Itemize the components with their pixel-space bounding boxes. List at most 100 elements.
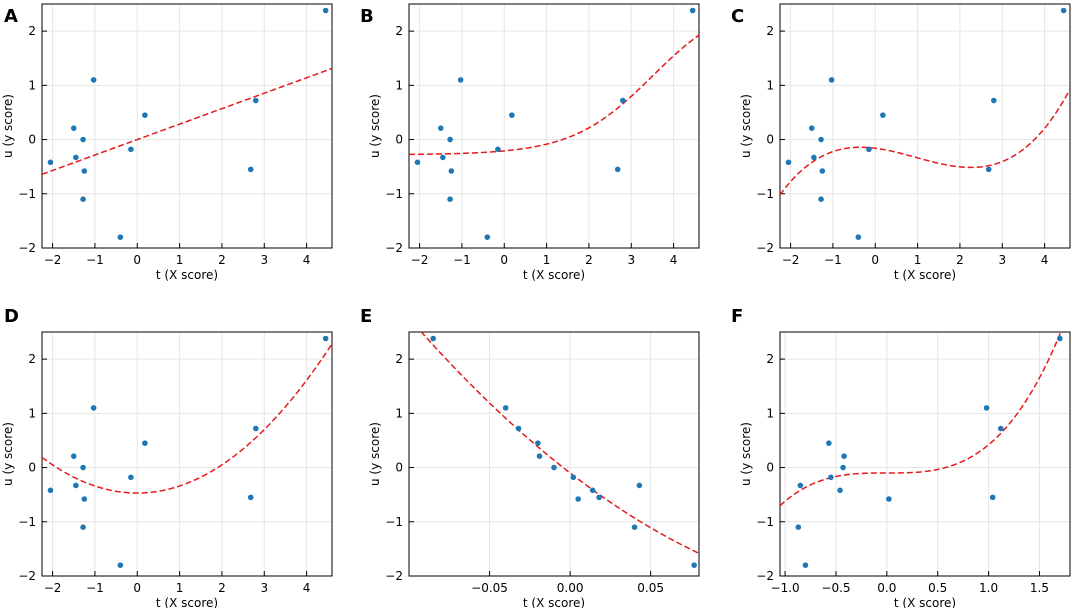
plot-frame <box>41 331 333 577</box>
data-point <box>117 562 124 568</box>
y-tick-label: 2 <box>28 352 36 366</box>
data-point <box>47 487 54 494</box>
panel-letter: C <box>731 6 744 27</box>
fit-curve <box>780 88 1070 196</box>
x-tick-label: −2 <box>782 253 800 267</box>
x-tick-label: 0 <box>133 253 141 267</box>
y-tick-label: 1 <box>28 406 36 420</box>
y-tick-label: 1 <box>766 406 774 420</box>
x-tick-label: −0.5 <box>821 581 850 595</box>
x-tick-label: −2 <box>44 253 62 267</box>
plot-frame <box>408 3 700 249</box>
fit-curve <box>420 332 699 554</box>
data-point <box>322 335 329 342</box>
x-axis-label: t (X score) <box>156 268 218 282</box>
data-point <box>575 496 581 502</box>
panel-e: −0.05 0.00 0.05 −2 −1 0 1 2 t (X score) u (y scor… <box>360 306 700 608</box>
y-tick-label: 1 <box>28 78 36 92</box>
data-point <box>785 159 792 166</box>
x-tick-label: −1 <box>86 253 104 267</box>
data-point <box>457 77 464 83</box>
plot-frame <box>41 3 333 249</box>
data-point <box>619 97 626 104</box>
data-point <box>841 453 847 459</box>
data-point <box>414 159 421 166</box>
panel-letter: E <box>360 306 372 327</box>
x-tick-label: 0.05 <box>637 581 664 595</box>
x-tick-label: 2 <box>956 253 964 267</box>
data-point <box>880 112 886 118</box>
y-tick-label: −2 <box>756 241 774 255</box>
x-tick-label: 2 <box>218 253 226 267</box>
data-point <box>90 405 97 411</box>
x-tick-label: 4 <box>670 253 678 267</box>
data-point <box>70 453 77 459</box>
data-point <box>252 97 259 104</box>
fit-curve <box>780 332 1062 507</box>
y-tick-label: −2 <box>385 569 403 583</box>
y-axis-label: u (y score) <box>739 94 753 158</box>
fit-curve <box>42 343 332 494</box>
y-tick-label: 2 <box>766 24 774 38</box>
data-point <box>536 453 543 459</box>
data-point <box>440 154 446 161</box>
y-tick-label: 2 <box>395 352 403 366</box>
y-tick-label: 1 <box>395 406 403 420</box>
data-point <box>819 168 826 174</box>
y-axis-label: u (y score) <box>739 422 753 486</box>
data-point <box>818 196 824 202</box>
plot-frame <box>408 331 700 577</box>
x-tick-label: 3 <box>260 581 268 595</box>
y-tick-label: 1 <box>395 78 403 92</box>
y-tick-label: 2 <box>766 352 774 366</box>
x-tick-label: 0 <box>500 253 508 267</box>
data-point <box>73 482 79 489</box>
data-point <box>515 425 522 432</box>
y-tick-label: 0 <box>28 461 36 475</box>
data-point <box>247 166 254 173</box>
x-tick-label: 2 <box>218 581 226 595</box>
x-tick-label: 1.5 <box>1030 581 1049 595</box>
data-point <box>128 474 134 481</box>
x-tick-label: 1 <box>176 253 184 267</box>
data-point <box>447 136 453 143</box>
x-tick-label: −2 <box>411 253 429 267</box>
y-tick-label: −1 <box>385 187 403 201</box>
data-point <box>81 496 88 502</box>
data-point <box>73 154 79 161</box>
y-tick-label: 1 <box>766 78 774 92</box>
data-point <box>502 405 509 411</box>
data-point <box>828 474 834 481</box>
data-point <box>142 112 148 118</box>
data-point <box>989 494 996 501</box>
data-point <box>636 482 643 489</box>
x-axis-label: t (X score) <box>156 596 218 608</box>
y-tick-label: −2 <box>18 569 36 583</box>
data-point <box>80 464 86 471</box>
data-point <box>47 159 54 166</box>
data-point <box>535 440 541 446</box>
data-point <box>998 425 1004 432</box>
data-point <box>802 562 809 568</box>
data-point <box>797 482 804 489</box>
x-tick-label: 4 <box>303 253 311 267</box>
y-tick-label: −2 <box>18 241 36 255</box>
data-point <box>80 196 86 202</box>
data-point <box>985 166 992 173</box>
data-point <box>90 77 97 83</box>
data-point <box>70 125 77 131</box>
data-point <box>855 234 862 240</box>
data-point <box>837 487 843 494</box>
y-axis-label: u (y score) <box>1 422 15 486</box>
x-tick-label: 1 <box>914 253 922 267</box>
x-tick-label: 1 <box>176 581 184 595</box>
data-point <box>795 524 802 530</box>
y-tick-label: 0 <box>28 133 36 147</box>
y-tick-label: −1 <box>385 515 403 529</box>
y-axis-label: u (y score) <box>368 94 382 158</box>
data-point <box>570 474 577 481</box>
x-tick-label: 0 <box>133 581 141 595</box>
